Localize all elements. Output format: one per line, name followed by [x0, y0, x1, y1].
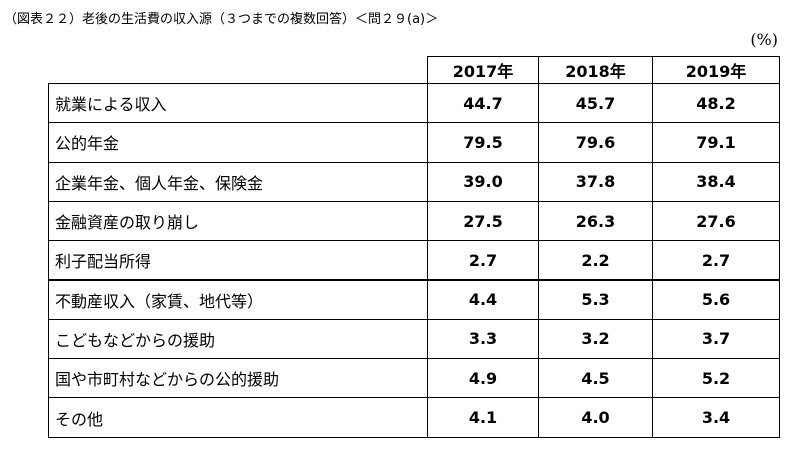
value-cell: 79.5: [427, 122, 539, 163]
row-label: 不動産収入（家賃、地代等）: [48, 279, 428, 320]
value-cell: 5.6: [652, 279, 780, 320]
row-label: 国や市町村などからの公的援助: [48, 358, 428, 399]
value-cell: 3.2: [538, 318, 653, 360]
value-cell: 4.4: [427, 279, 539, 320]
row-label: 利子配当所得: [48, 240, 428, 281]
value-cell: 2.7: [652, 240, 780, 281]
value-cell: 3.3: [427, 318, 539, 360]
row-label: こどもなどからの援助: [48, 318, 428, 360]
value-cell: 4.0: [538, 397, 653, 438]
value-cell: 2.2: [538, 240, 653, 281]
row-label: その他: [48, 397, 428, 438]
column-header: 2017年: [427, 56, 539, 84]
value-cell: 39.0: [427, 161, 539, 202]
value-cell: 45.7: [538, 83, 653, 124]
row-label: 就業による収入: [48, 83, 428, 124]
row-label: 金融資産の取り崩し: [48, 200, 428, 242]
value-cell: 5.3: [538, 279, 653, 320]
row-label: 公的年金: [48, 122, 428, 163]
row-label: 企業年金、個人年金、保険金: [48, 161, 428, 202]
value-cell: 27.5: [427, 200, 539, 242]
value-cell: 37.8: [538, 161, 653, 202]
value-cell: 38.4: [652, 161, 780, 202]
value-cell: 4.5: [538, 358, 653, 399]
column-header: 2018年: [538, 56, 653, 84]
value-cell: 4.1: [427, 397, 539, 438]
title: （図表２２）老後の生活費の収入源（３つまでの複数回答）＜問２９(a)＞: [4, 12, 439, 27]
column-header: 2019年: [652, 56, 780, 84]
value-cell: 79.1: [652, 122, 780, 163]
value-cell: 26.3: [538, 200, 653, 242]
value-cell: 79.6: [538, 122, 653, 163]
value-cell: 4.9: [427, 358, 539, 399]
unit-label: (%): [750, 30, 778, 49]
value-cell: 3.7: [652, 318, 780, 360]
value-cell: 3.4: [652, 397, 780, 438]
value-cell: 5.2: [652, 358, 780, 399]
value-cell: 48.2: [652, 83, 780, 124]
value-cell: 2.7: [427, 240, 539, 281]
value-cell: 44.7: [427, 83, 539, 124]
value-cell: 27.6: [652, 200, 780, 242]
